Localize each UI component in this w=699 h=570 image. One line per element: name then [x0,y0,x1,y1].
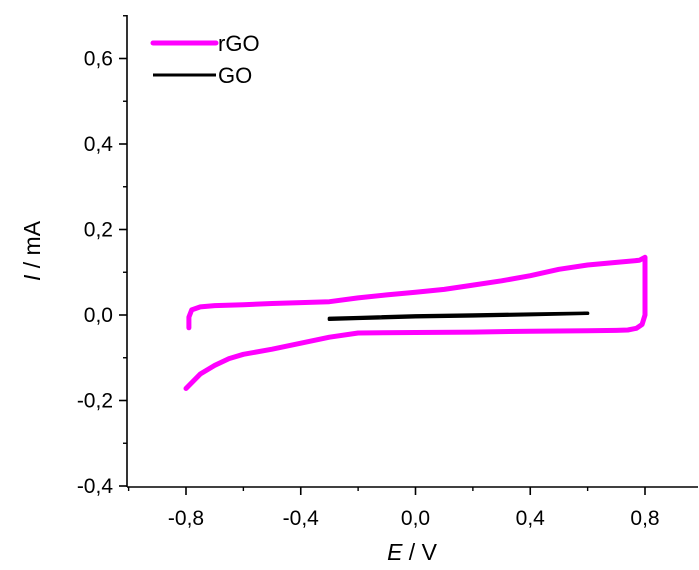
y-tick-label: 0,2 [84,219,113,242]
y-axis-title: I / mA [19,220,45,281]
y-tick-label: 0,4 [84,133,114,156]
y-tick-label: -0,4 [77,475,114,498]
plot-area [183,254,648,391]
y-tick-label: 0,6 [84,48,113,71]
series-line-rgo [183,254,648,391]
x-tick-label: 0,8 [630,507,659,530]
y-tick-label: -0,2 [77,390,113,413]
x-axis-title: E / V [387,539,438,565]
x-tick-label: -0,4 [283,507,320,530]
x-tick-label: -0,8 [168,507,204,530]
x-tick-label: 0,0 [401,507,430,530]
legend-label-go: GO [218,63,252,88]
axes [126,15,698,488]
series-line-go [327,311,590,322]
ticks: -0,8 -0,4 0,0 0,4 0,8 -0,4 -0,2 0,0 0,2 0,4 0,6 [77,15,660,530]
legend-label-rgo: rGO [218,31,260,56]
y-tick-label: 0,0 [84,304,113,327]
x-tick-label: 0,4 [516,507,546,530]
legend: rGO GO [150,31,260,88]
